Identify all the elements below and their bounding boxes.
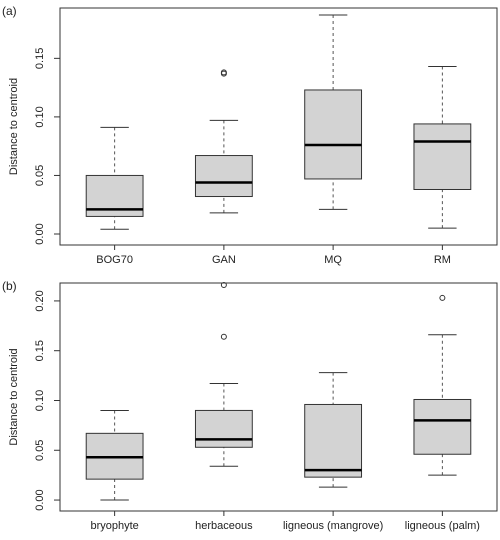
- outlier: [220, 281, 227, 288]
- x-tick-label: RM: [434, 254, 451, 266]
- y-tick-label: 0.20: [34, 290, 46, 311]
- box: [413, 123, 472, 190]
- outlier: [220, 333, 227, 340]
- y-tick-label: 0.00: [34, 223, 46, 244]
- box: [413, 398, 472, 455]
- y-axis-label: Distance to centroid: [8, 78, 20, 175]
- plot-frame: [59, 282, 498, 512]
- y-tick-label: 0.10: [34, 390, 46, 411]
- box: [194, 155, 253, 198]
- panel-label: (b): [2, 279, 17, 293]
- box: [194, 409, 253, 448]
- y-tick-label: 0.00: [34, 489, 46, 510]
- y-axis-label: Distance to centroid: [8, 348, 20, 445]
- x-tick-label: BOG70: [96, 254, 133, 266]
- box: [304, 89, 363, 180]
- panel-label: (a): [2, 4, 17, 18]
- x-tick-label: GAN: [212, 254, 236, 266]
- plot-frame: [59, 7, 498, 246]
- x-tick-label: ligneous (palm): [405, 520, 480, 532]
- x-tick-label: MQ: [324, 254, 342, 266]
- y-tick-label: 0.15: [34, 48, 46, 69]
- x-tick-label: herbaceous: [195, 520, 253, 532]
- x-tick-label: bryophyte: [90, 520, 138, 532]
- x-tick-label: ligneous (mangrove): [283, 520, 383, 532]
- box: [304, 403, 363, 478]
- y-tick-label: 0.05: [34, 165, 46, 186]
- outlier: [220, 69, 227, 76]
- y-tick-label: 0.10: [34, 106, 46, 127]
- outlier: [439, 294, 446, 301]
- y-tick-label: 0.15: [34, 340, 46, 361]
- y-tick-label: 0.05: [34, 440, 46, 461]
